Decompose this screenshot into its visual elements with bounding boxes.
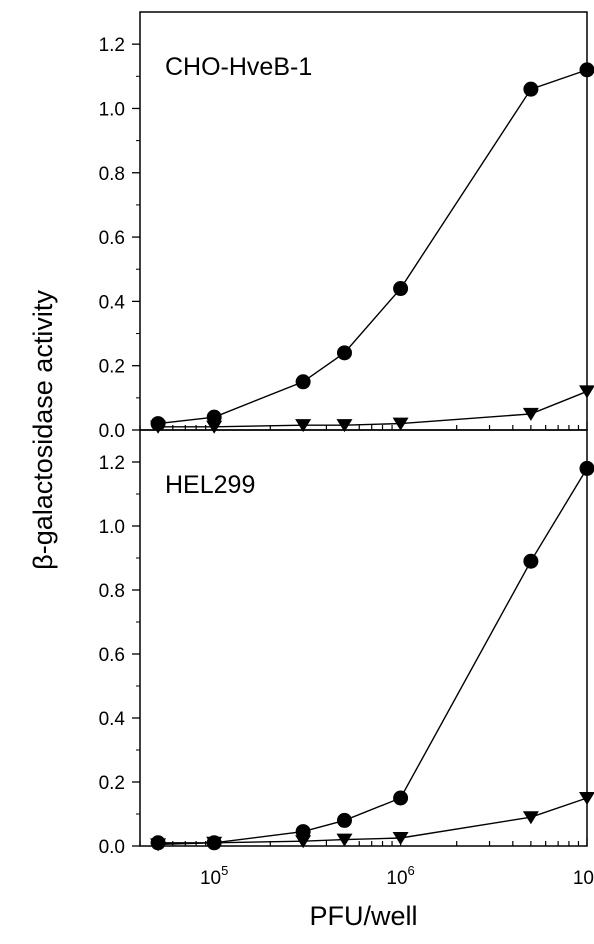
data-point-triangle [150, 420, 167, 434]
data-point-triangle [150, 838, 167, 852]
series-line-circle [158, 468, 588, 844]
data-point-triangle [336, 419, 353, 433]
x-tick-label: 106 [386, 863, 414, 889]
data-point-triangle [522, 811, 539, 825]
data-point-triangle [295, 419, 312, 433]
data-point-circle [336, 812, 352, 828]
panel-1: 0.0 0.2 0.4 0.6 0.8 1.0 1.2 CHO-HveB-1 [99, 11, 594, 442]
y-tick-label: 0.2 [99, 357, 125, 378]
data-point-circle [523, 81, 539, 97]
panel-title: CHO-HveB-1 [165, 53, 312, 81]
y-tick-label: 0.8 [99, 581, 125, 602]
data-point-circle [393, 790, 409, 806]
data-point-triangle [522, 407, 539, 421]
data-point-circle [579, 460, 594, 476]
data-point-triangle [206, 836, 223, 850]
data-point-triangle [295, 835, 312, 849]
y-tick-label: 1.0 [99, 99, 125, 120]
y-tick-label: 0.0 [99, 421, 125, 442]
series-line-circle [157, 69, 588, 425]
panel-title: HEL299 [165, 471, 255, 499]
y-tick-label: 1.0 [99, 517, 125, 538]
y-tick-label: 0.6 [99, 645, 125, 666]
data-point-triangle [392, 832, 409, 845]
y-tick-label: 0.6 [99, 228, 125, 249]
series-line-triangle-down [158, 797, 588, 846]
y-tick-label: 0.4 [99, 292, 126, 313]
data-point-triangle [579, 385, 594, 399]
plot-frame [139, 429, 588, 847]
data-point-circle [336, 345, 352, 361]
data-point-triangle [206, 420, 223, 434]
data-point-circle [523, 553, 539, 569]
data-point-circle [393, 281, 409, 297]
panel-2: 0.0 0.2 0.4 0.6 0.8 1.0 1.2 HEL299 [99, 429, 594, 858]
y-tick-label: 0.0 [99, 837, 125, 858]
series-line-triangle-down [158, 390, 588, 428]
x-tick-label: 107 [573, 863, 594, 889]
y-tick-label: 0.4 [99, 709, 126, 730]
y-tick-label: 1.2 [99, 453, 125, 474]
x-axis-title: PFU/well [309, 901, 417, 931]
y-axis-title: β-galactosidase activity [28, 290, 58, 570]
data-point-circle [579, 62, 594, 78]
data-point-triangle [392, 417, 409, 431]
y-tick-label: 0.8 [99, 164, 125, 185]
y-tick-label: 0.2 [99, 773, 125, 794]
data-point-circle [295, 374, 311, 390]
x-tick-label: 105 [200, 863, 228, 889]
data-point-triangle [336, 833, 353, 847]
y-tick-label: 1.2 [99, 35, 125, 56]
data-point-triangle [579, 792, 594, 805]
